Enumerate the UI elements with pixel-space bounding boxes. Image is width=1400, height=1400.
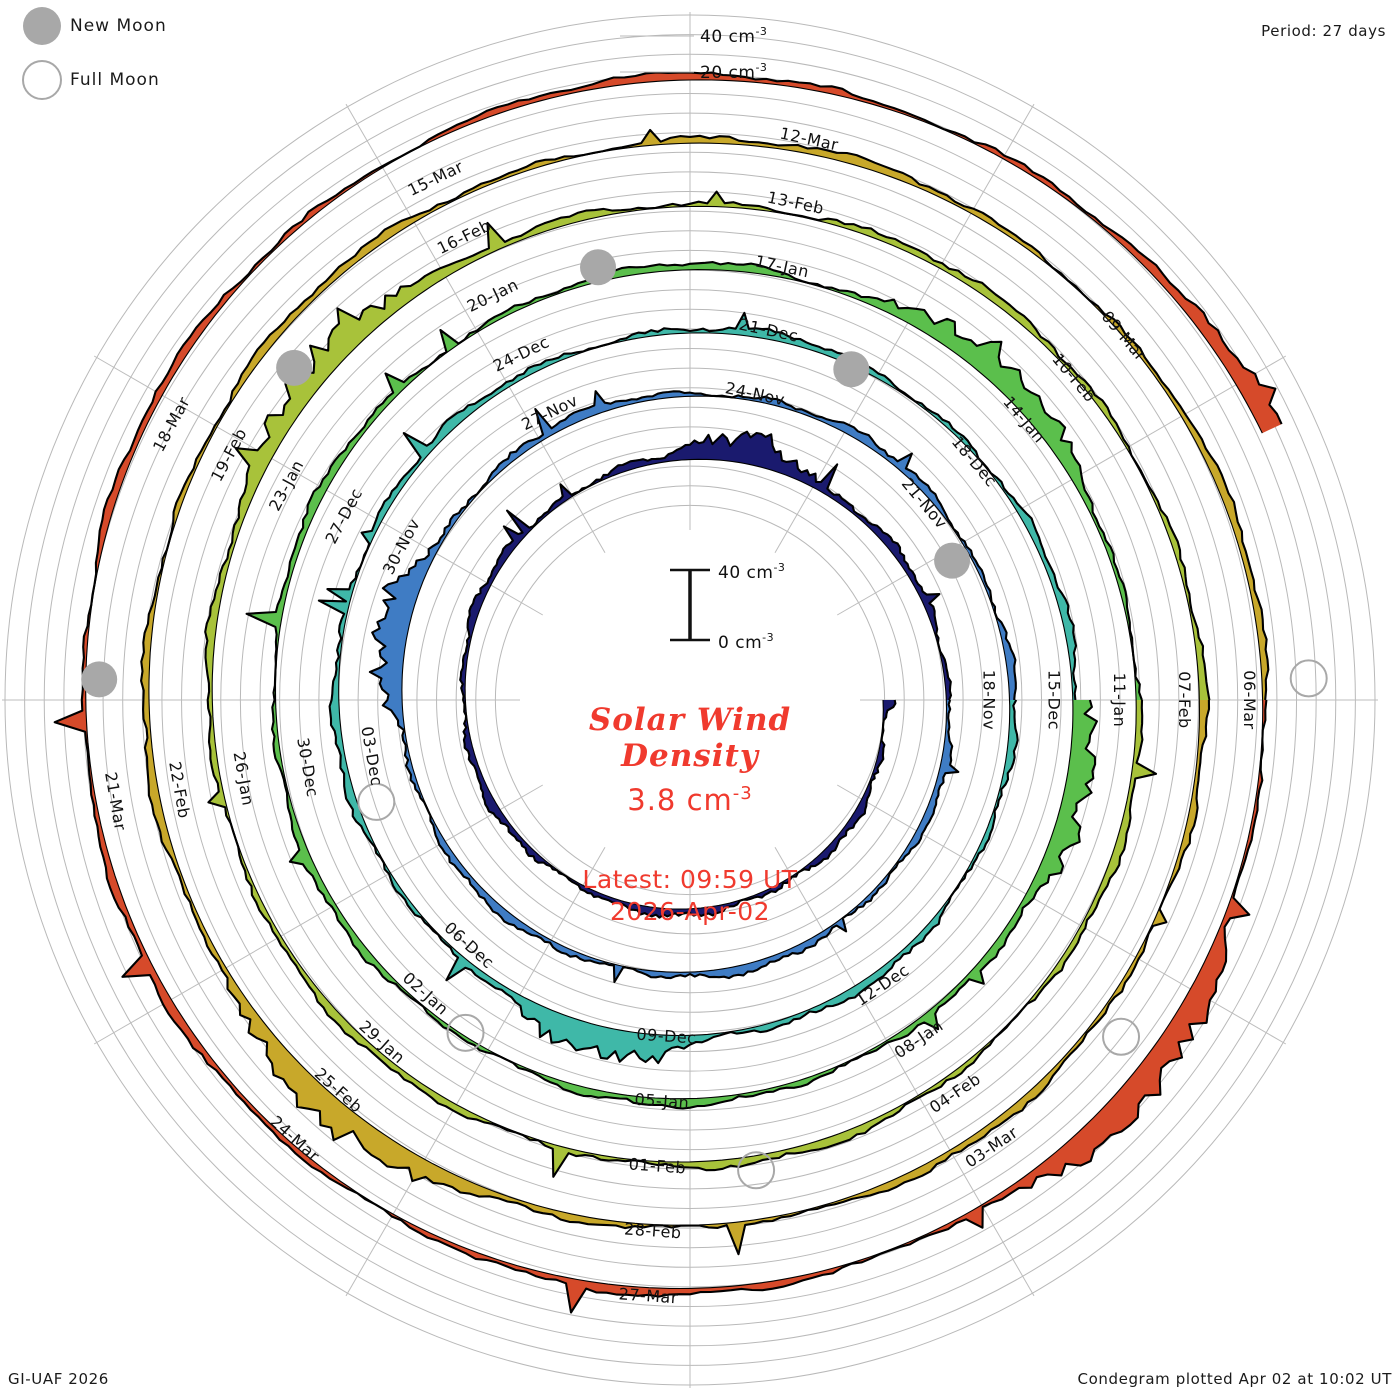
full-moon-marker bbox=[1102, 1017, 1141, 1056]
density-baseline bbox=[338, 332, 1074, 1037]
density-envelope bbox=[317, 311, 1078, 1065]
radial-tick-labels: 40 cm-3 20 cm-3 bbox=[620, 25, 767, 83]
spiral-date-label: 09-Dec bbox=[636, 1025, 697, 1048]
spiral-date-label: 07-Feb bbox=[1175, 671, 1194, 728]
grid-spoke bbox=[93, 355, 544, 616]
radial-tick-label: 20 cm-3 bbox=[700, 61, 767, 83]
spiral-date-label: 18-Nov bbox=[980, 670, 999, 730]
scale-bottom-label: 0 cm-3 bbox=[718, 631, 774, 653]
density-baseline bbox=[464, 458, 947, 910]
full-moon-swatch bbox=[22, 60, 62, 100]
density-traces bbox=[53, 71, 1283, 1314]
credit-label: GI-UAF 2026 bbox=[8, 1370, 109, 1388]
full-moon-marker bbox=[737, 1151, 776, 1190]
spiral-date-label: 01-Feb bbox=[628, 1154, 687, 1177]
spiral-date-label: 06-Mar bbox=[1240, 670, 1259, 729]
plotted-label: Condegram plotted Apr 02 at 10:02 UT bbox=[1077, 1370, 1392, 1388]
density-envelope bbox=[53, 71, 1283, 1314]
new-moon-marker bbox=[580, 249, 617, 286]
full-moon-marker bbox=[357, 782, 396, 821]
new-moon-marker bbox=[81, 661, 118, 698]
grid-spoke bbox=[836, 784, 1287, 1045]
center-value: 3.8 cm-3 bbox=[627, 783, 753, 817]
density-baseline bbox=[211, 205, 1200, 1163]
density-envelope bbox=[245, 261, 1143, 1110]
grid-spoke bbox=[345, 103, 606, 554]
spiral-date-label: 11-Jan bbox=[1110, 673, 1129, 728]
moon-markers bbox=[81, 249, 1328, 1190]
scale-top-label: 40 cm-3 bbox=[718, 561, 785, 583]
full-moon-marker bbox=[446, 1013, 485, 1052]
spiral-date-label: 28-Feb bbox=[624, 1219, 683, 1242]
new-moon-marker bbox=[934, 542, 971, 579]
new-moon-legend-label: New Moon bbox=[70, 16, 167, 36]
density-baseline bbox=[401, 395, 1011, 973]
center-latest-time: Latest: 09:59 UT bbox=[582, 865, 797, 894]
density-envelope bbox=[204, 190, 1211, 1178]
center-latest-date: 2026-Apr-02 bbox=[610, 897, 770, 926]
full-moon-legend-label: Full Moon bbox=[70, 70, 160, 90]
period-label: Period: 27 days bbox=[1261, 22, 1386, 40]
full-moon-marker bbox=[1289, 659, 1328, 698]
spiral-date-label: 15-Dec bbox=[1045, 670, 1064, 730]
density-baseline bbox=[148, 142, 1264, 1226]
scale-bar bbox=[670, 568, 710, 642]
radial-tick-label: 40 cm-3 bbox=[700, 25, 767, 47]
spiral-date-label: 27-Mar bbox=[618, 1284, 679, 1307]
density-envelope bbox=[368, 390, 1017, 984]
grid-spoke bbox=[774, 846, 1035, 1297]
new-moon-swatch bbox=[23, 7, 61, 45]
grid-spoke bbox=[774, 103, 1035, 554]
density-baseline bbox=[85, 79, 1264, 1290]
center-title-line1: Solar Wind bbox=[589, 702, 791, 738]
spiral-date-label: 05-Jan bbox=[634, 1090, 690, 1113]
center-title-line2: Density bbox=[620, 738, 760, 774]
density-baseline bbox=[274, 269, 1137, 1100]
grid-spoke bbox=[345, 846, 606, 1297]
new-moon-marker bbox=[276, 349, 313, 386]
density-envelope bbox=[140, 128, 1270, 1256]
new-moon-marker bbox=[833, 351, 870, 388]
